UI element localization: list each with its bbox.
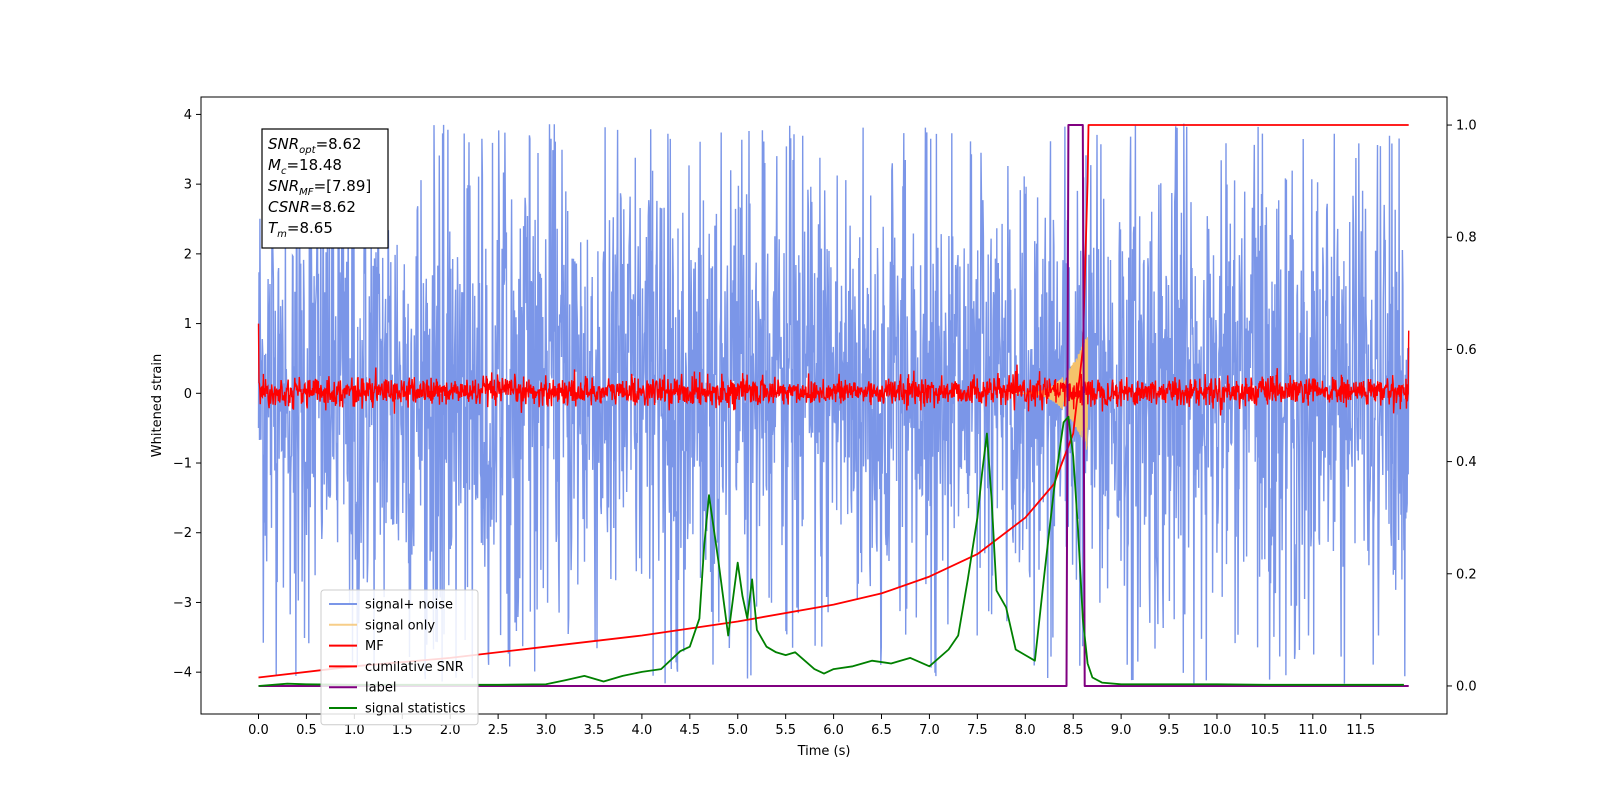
y-tick-label: 3 bbox=[184, 178, 192, 193]
annotation-box: SNRopt=8.62Mc=18.48SNRMF=[7.89]CSNR=8.62… bbox=[261, 128, 389, 249]
y-axis-label: Whitened strain bbox=[150, 354, 165, 457]
y-tick-label: −1 bbox=[173, 457, 192, 472]
x-tick-label: 1.0 bbox=[344, 723, 365, 738]
x-tick-label: 10.0 bbox=[1202, 723, 1231, 738]
y2-tick-label: 1.0 bbox=[1456, 119, 1477, 134]
x-tick-label: 11.5 bbox=[1346, 723, 1375, 738]
x-tick-label: 2.5 bbox=[488, 723, 509, 738]
series-signal-statistics-line bbox=[258, 415, 1404, 687]
y-axis-right: 0.0 0.2 0.4 0.6 0.8 1.0 bbox=[1447, 119, 1477, 694]
legend-label: MF bbox=[365, 639, 384, 654]
y-tick-label: −2 bbox=[173, 526, 192, 541]
x-axis-label: Time (s) bbox=[797, 744, 851, 759]
x-tick-label: 3.5 bbox=[584, 723, 605, 738]
legend-label: signal+ noise bbox=[365, 598, 453, 613]
series-label-line bbox=[258, 124, 1409, 687]
x-tick-label: 8.5 bbox=[1063, 723, 1084, 738]
x-tick-label: 4.5 bbox=[679, 723, 700, 738]
legend-label: signal statistics bbox=[365, 702, 466, 717]
x-tick-label: 7.0 bbox=[919, 723, 940, 738]
y2-tick-label: 0.2 bbox=[1456, 567, 1477, 582]
legend-label: cumilative SNR bbox=[365, 660, 464, 675]
y-tick-label: −4 bbox=[173, 666, 192, 681]
y2-tick-label: 0.8 bbox=[1456, 231, 1477, 246]
legend-label: signal only bbox=[365, 618, 435, 633]
y-tick-label: 0 bbox=[184, 387, 192, 402]
legend: signal+ noise signal only MF cumilative SNR… bbox=[320, 589, 479, 726]
annotation-line: CSNR=8.62 bbox=[268, 198, 356, 216]
x-tick-label: 10.5 bbox=[1250, 723, 1279, 738]
x-tick-label: 1.5 bbox=[392, 723, 413, 738]
x-axis: 0.0 0.5 1.0 1.5 2.0 2.5 3.0 3.5 4.0 4.5 5.0 5.5 6.0 6… bbox=[248, 714, 1375, 738]
y2-tick-label: 0.6 bbox=[1456, 343, 1477, 358]
x-tick-label: 5.0 bbox=[727, 723, 748, 738]
x-tick-label: 0.5 bbox=[296, 723, 317, 738]
x-tick-label: 9.5 bbox=[1159, 723, 1180, 738]
x-tick-label: 9.0 bbox=[1111, 723, 1132, 738]
y-axis-left: −4 −3 −2 −1 0 1 2 3 4 bbox=[173, 108, 201, 681]
annotation-line: Tm=8.65 bbox=[268, 219, 333, 240]
axes-frame bbox=[200, 96, 1448, 715]
y-tick-label: −3 bbox=[173, 596, 192, 611]
x-tick-label: 5.5 bbox=[775, 723, 796, 738]
series-cumilative-snr-line bbox=[258, 124, 1409, 679]
x-tick-label: 11.0 bbox=[1298, 723, 1327, 738]
y-tick-label: 4 bbox=[184, 108, 192, 123]
y2-tick-label: 0.4 bbox=[1456, 455, 1477, 470]
y2-tick-label: 0.0 bbox=[1456, 679, 1477, 694]
y-tick-label: 1 bbox=[184, 317, 192, 332]
x-tick-label: 4.0 bbox=[632, 723, 653, 738]
series-signal-noise-line bbox=[257, 123, 1410, 684]
plot-area bbox=[257, 123, 1410, 687]
annotation-frame bbox=[261, 128, 389, 249]
x-tick-label: 2.0 bbox=[440, 723, 461, 738]
legend-frame bbox=[320, 589, 479, 726]
y-tick-label: 2 bbox=[184, 247, 192, 262]
x-tick-label: 6.0 bbox=[823, 723, 844, 738]
x-tick-label: 0.0 bbox=[248, 723, 269, 738]
x-tick-label: 6.5 bbox=[871, 723, 892, 738]
annotation-line: SNRopt=8.62 bbox=[268, 135, 362, 156]
x-tick-label: 8.0 bbox=[1015, 723, 1036, 738]
annotation-line: SNRMF=[7.89] bbox=[268, 177, 371, 198]
legend-label: label bbox=[365, 681, 396, 696]
x-tick-label: 3.0 bbox=[536, 723, 557, 738]
series-mf-line bbox=[257, 323, 1410, 416]
x-tick-label: 7.5 bbox=[967, 723, 988, 738]
annotation-line: Mc=18.48 bbox=[268, 156, 342, 177]
